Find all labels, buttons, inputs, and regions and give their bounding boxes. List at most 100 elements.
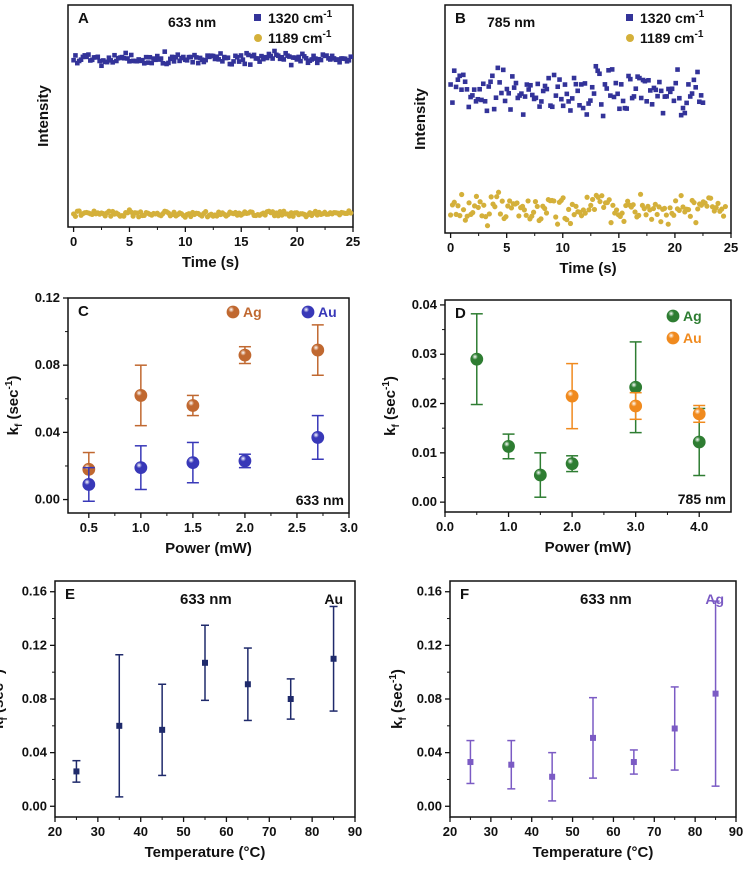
data-point <box>590 734 596 741</box>
data-point <box>649 102 655 107</box>
data-point <box>555 84 561 90</box>
legend-label: 1320 cm-1 <box>640 9 705 26</box>
data-point <box>578 213 585 219</box>
data-point <box>560 103 566 109</box>
data-point <box>461 72 466 78</box>
data-point <box>637 75 642 81</box>
data-point <box>337 59 342 65</box>
y-tick-label: 0.02 <box>412 396 437 411</box>
data-point <box>159 726 166 733</box>
data-point <box>568 108 573 113</box>
data-point <box>158 56 164 61</box>
panel-E: E 20 30 40 50 60 70 80 90 0.00 0.04 0.08 0.12 0.16 Tem… <box>0 580 362 861</box>
data-point <box>678 192 684 199</box>
series-1189-cm-1 <box>448 189 728 229</box>
series-ag <box>466 600 720 802</box>
data-point <box>620 98 626 104</box>
x-tick-label: 1.5 <box>184 520 202 535</box>
x-tick-label: 40 <box>524 824 538 839</box>
wavelength-annotation: 633 nm <box>168 14 216 30</box>
data-point <box>470 210 476 216</box>
data-point <box>523 212 529 218</box>
data-point <box>588 202 594 208</box>
data-point <box>134 461 148 475</box>
data-point <box>162 49 168 54</box>
data-point <box>482 98 488 104</box>
data-point <box>71 57 76 63</box>
data-point <box>246 52 251 58</box>
data-point <box>173 54 179 60</box>
data-point <box>220 59 225 64</box>
data-point <box>682 110 688 116</box>
data-point <box>712 690 719 697</box>
data-point <box>613 80 619 86</box>
data-point <box>667 89 673 95</box>
data-point <box>514 200 520 206</box>
data-point <box>508 107 513 112</box>
data-point <box>275 53 281 59</box>
data-point <box>145 60 151 65</box>
data-point <box>248 62 253 67</box>
data-point <box>457 73 462 79</box>
data-point <box>73 768 80 775</box>
data-point <box>499 198 505 204</box>
data-point <box>287 54 292 59</box>
x-tick-label: 1.0 <box>500 519 518 534</box>
data-point <box>475 204 481 211</box>
data-point <box>629 399 643 413</box>
data-point <box>678 112 684 118</box>
data-point <box>673 80 679 86</box>
data-point <box>720 213 727 219</box>
x-tick-label: 70 <box>647 824 661 839</box>
y-axis-label: Intensity <box>35 85 52 147</box>
data-point <box>621 218 627 224</box>
data-point <box>677 95 682 101</box>
data-point <box>506 90 512 96</box>
data-point <box>553 93 559 98</box>
data-point <box>203 208 209 215</box>
wavelength-annotation: 633 nm <box>580 591 632 608</box>
data-point <box>625 198 631 204</box>
data-point <box>660 110 666 116</box>
legend-label: 1189 cm-1 <box>268 29 332 46</box>
y-axis-label: kf (sec-1) <box>381 376 402 436</box>
data-point <box>671 212 677 218</box>
data-point <box>106 208 112 214</box>
data-point <box>521 207 527 213</box>
data-point <box>606 67 611 73</box>
series-au <box>82 414 325 502</box>
data-point <box>571 75 577 81</box>
data-point <box>202 659 208 666</box>
data-point <box>586 207 592 213</box>
data-point <box>658 219 664 225</box>
data-point <box>486 84 492 89</box>
legend-label: Au <box>318 304 337 320</box>
data-point <box>641 206 647 212</box>
data-point <box>508 205 515 211</box>
data-point <box>537 104 542 109</box>
data-point <box>203 57 208 63</box>
data-point <box>488 79 493 85</box>
panel-letter: C <box>78 303 89 320</box>
data-point <box>602 82 608 87</box>
data-point <box>632 209 638 215</box>
data-point <box>559 96 564 102</box>
data-point <box>457 213 463 219</box>
data-point <box>533 468 547 482</box>
data-point <box>671 98 677 104</box>
data-point <box>181 54 186 60</box>
data-point <box>272 48 277 54</box>
data-point <box>708 195 714 201</box>
data-point <box>549 773 556 780</box>
y-tick-label: 0.03 <box>412 346 437 361</box>
data-point <box>658 88 664 94</box>
x-tick-label: 60 <box>606 824 620 839</box>
data-point <box>687 94 693 99</box>
x-tick-label: 3.0 <box>627 519 645 534</box>
y-tick-label: 0.00 <box>412 494 437 509</box>
data-point <box>143 54 149 60</box>
data-point <box>466 200 472 206</box>
data-point <box>210 53 216 59</box>
data-point <box>593 63 599 69</box>
